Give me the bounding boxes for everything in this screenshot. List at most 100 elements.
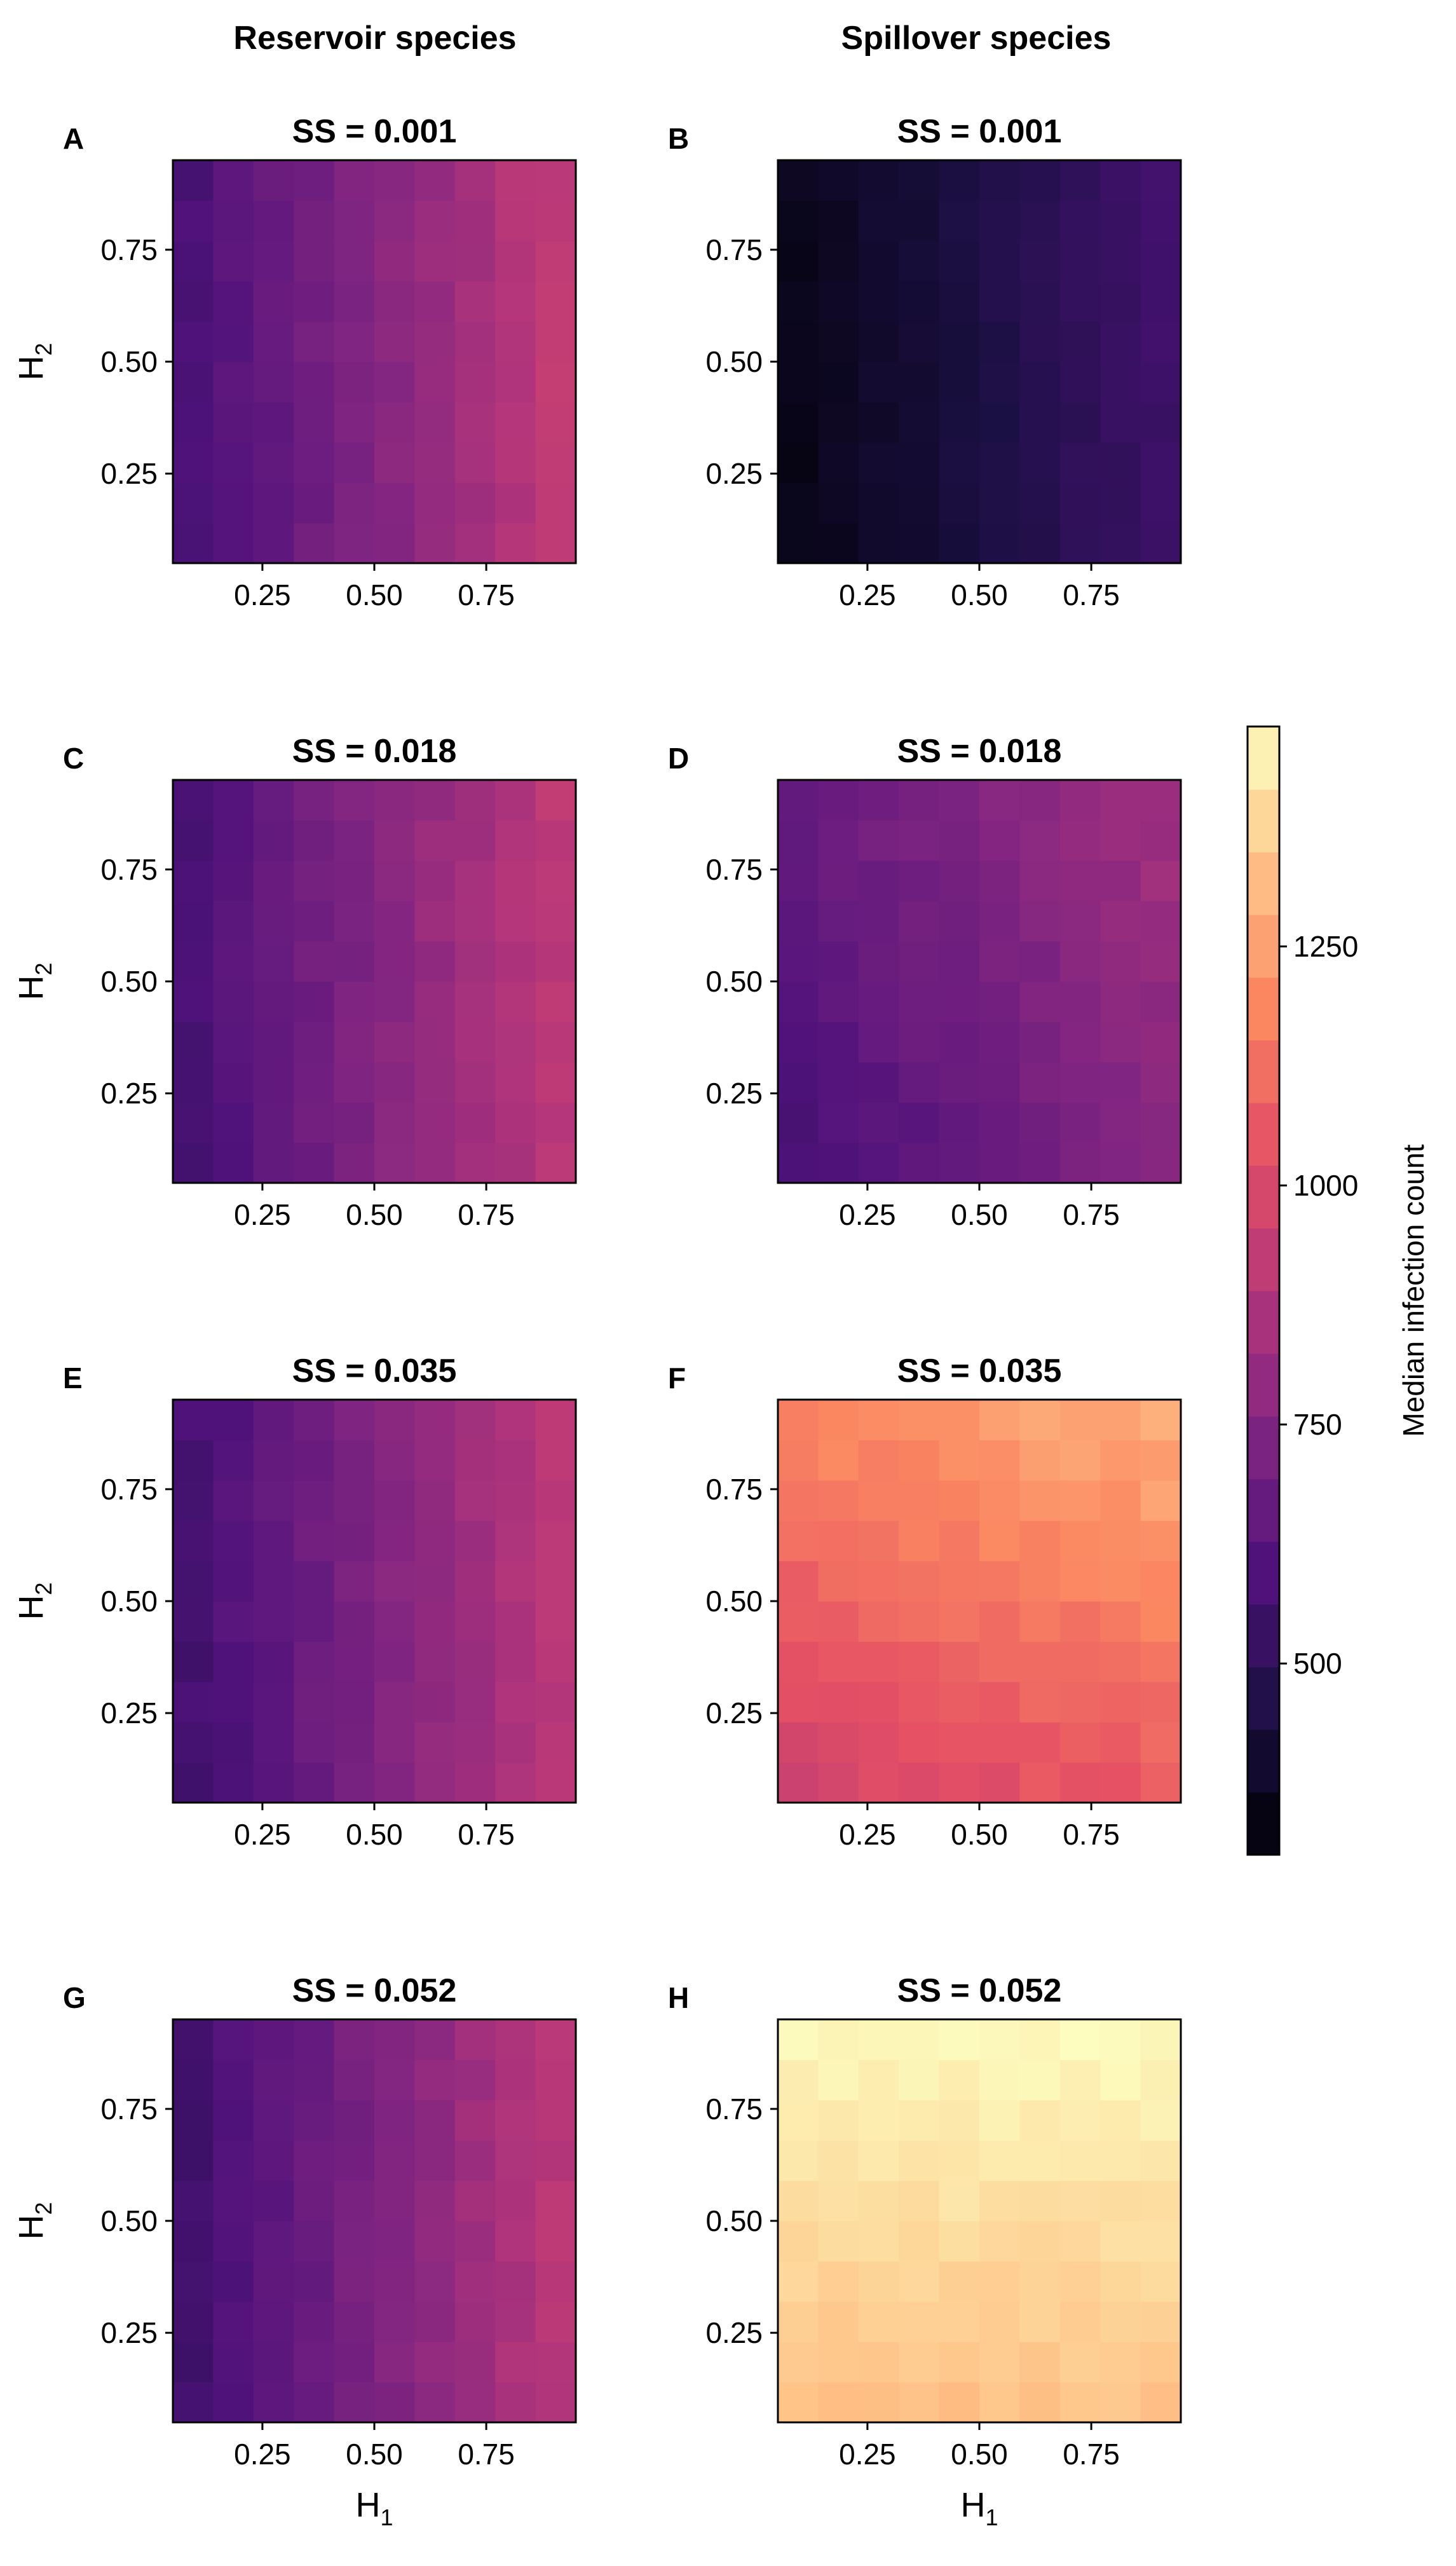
heatmap-cell xyxy=(535,1681,576,1723)
y-axis-label-sub: 2 xyxy=(31,1582,57,1595)
heatmap-cell xyxy=(535,1560,576,1602)
heatmap-cell xyxy=(495,1440,536,1481)
heatmap-cell xyxy=(334,240,375,282)
y-tick-label: 0.25 xyxy=(705,1696,763,1730)
heatmap-cell xyxy=(818,2099,859,2141)
heatmap-cell xyxy=(253,2180,294,2221)
heatmap-cell xyxy=(173,442,214,483)
heatmap-cell xyxy=(939,2261,980,2302)
heatmap-cell xyxy=(414,362,456,402)
heatmap-cell xyxy=(1140,2140,1181,2181)
x-tick-label: 0.75 xyxy=(458,2438,515,2471)
heatmap-cell xyxy=(818,901,859,942)
heatmap-cell xyxy=(253,281,294,322)
heatmap-cell xyxy=(213,240,254,282)
heatmap-cell xyxy=(1100,2019,1141,2060)
heatmap-cell xyxy=(495,2059,536,2101)
colorbar-tick-label: 1250 xyxy=(1293,930,1358,963)
heatmap-cell xyxy=(1100,2382,1141,2423)
heatmap-cell xyxy=(939,1762,980,1803)
heatmap-cell xyxy=(1100,2261,1141,2302)
heatmap-cell xyxy=(1059,200,1101,242)
heatmap-cell xyxy=(535,2221,576,2262)
heatmap-cell xyxy=(334,2221,375,2262)
heatmap-cell xyxy=(1140,1021,1181,1063)
x-axis-label-sub: 1 xyxy=(985,2504,998,2530)
heatmap-cell xyxy=(253,2261,294,2302)
heatmap-cell xyxy=(1059,901,1101,942)
heatmap-cell xyxy=(858,2059,899,2101)
heatmap-cell xyxy=(414,1102,456,1143)
heatmap-cell xyxy=(495,2099,536,2141)
heatmap-cell xyxy=(939,321,980,362)
heatmap-cell xyxy=(778,901,819,942)
heatmap-cell xyxy=(294,240,335,282)
heatmap-cell xyxy=(1140,2059,1181,2101)
x-tick-label: 0.25 xyxy=(839,1818,896,1851)
heatmap-cell xyxy=(213,1560,254,1602)
heatmap-cell xyxy=(778,1400,819,1440)
heatmap-cell xyxy=(1019,2342,1061,2383)
heatmap-cell xyxy=(414,1641,456,1682)
heatmap-cell xyxy=(414,1061,456,1103)
heatmap-cell xyxy=(374,160,415,201)
heatmap-cell xyxy=(454,240,496,282)
heatmap-cell xyxy=(334,2342,375,2383)
heatmap-cell xyxy=(213,362,254,402)
heatmap-cell xyxy=(374,1021,415,1063)
heatmap-cell xyxy=(899,1142,940,1184)
heatmap-cell xyxy=(1100,522,1141,564)
heatmap-cell xyxy=(213,1762,254,1803)
colorbar-band xyxy=(1248,1165,1279,1229)
y-tick-label: 0.25 xyxy=(705,1077,763,1110)
x-tick-label: 0.50 xyxy=(346,578,403,611)
heatmap-cell xyxy=(454,1601,496,1642)
heatmap-cell xyxy=(899,281,940,322)
heatmap-cell xyxy=(818,1520,859,1562)
heatmap-cell xyxy=(979,160,1020,201)
x-axis-label: H1 xyxy=(960,2486,998,2530)
heatmap-cell xyxy=(334,860,375,901)
heatmap-cell xyxy=(414,2180,456,2221)
heatmap-cell xyxy=(778,2342,819,2383)
heatmap-cell xyxy=(858,860,899,901)
heatmap-cell xyxy=(899,2180,940,2221)
heatmap-cell xyxy=(414,2382,456,2423)
heatmap-cell xyxy=(979,820,1020,861)
heatmap-cell xyxy=(1059,482,1101,524)
heatmap-cell xyxy=(1019,1722,1061,1763)
heatmap-cell xyxy=(253,482,294,524)
heatmap-cell xyxy=(414,2099,456,2141)
x-tick-label: 0.25 xyxy=(234,2438,291,2471)
heatmap-cell xyxy=(173,981,214,1022)
heatmap-cell xyxy=(454,160,496,201)
heatmap-cell xyxy=(1100,2099,1141,2141)
heatmap-cell xyxy=(1100,1440,1141,1481)
x-axis-label: H1 xyxy=(355,2486,393,2530)
heatmap-cell xyxy=(818,2382,859,2423)
heatmap-cell xyxy=(495,1681,536,1723)
heatmap-cell xyxy=(1019,2140,1061,2181)
colorbar-band xyxy=(1248,1541,1279,1605)
heatmap-cell xyxy=(495,780,536,821)
heatmap-cell xyxy=(454,860,496,901)
heatmap-cell xyxy=(818,1480,859,1521)
heatmap-cell xyxy=(253,1681,294,1723)
heatmap-cell xyxy=(939,1021,980,1063)
heatmap-cell xyxy=(334,1480,375,1521)
x-tick-label: 0.25 xyxy=(234,1818,291,1851)
heatmap-cell xyxy=(173,1102,214,1143)
y-tick-label: 0.75 xyxy=(100,1473,158,1506)
heatmap-cell xyxy=(294,2382,335,2423)
y-tick-label: 0.25 xyxy=(705,457,763,490)
heatmap-cell xyxy=(414,2059,456,2101)
heatmap-cell xyxy=(979,2382,1020,2423)
heatmap-cell xyxy=(818,860,859,901)
heatmap-cell xyxy=(1100,1681,1141,1723)
heatmap-cell xyxy=(979,1641,1020,1682)
heatmap-cell xyxy=(979,1762,1020,1803)
heatmap-cell xyxy=(535,1142,576,1184)
heatmap-cell xyxy=(979,1560,1020,1602)
heatmap-cell xyxy=(414,1021,456,1063)
colorbar-label: Median infection count xyxy=(1397,1144,1430,1437)
